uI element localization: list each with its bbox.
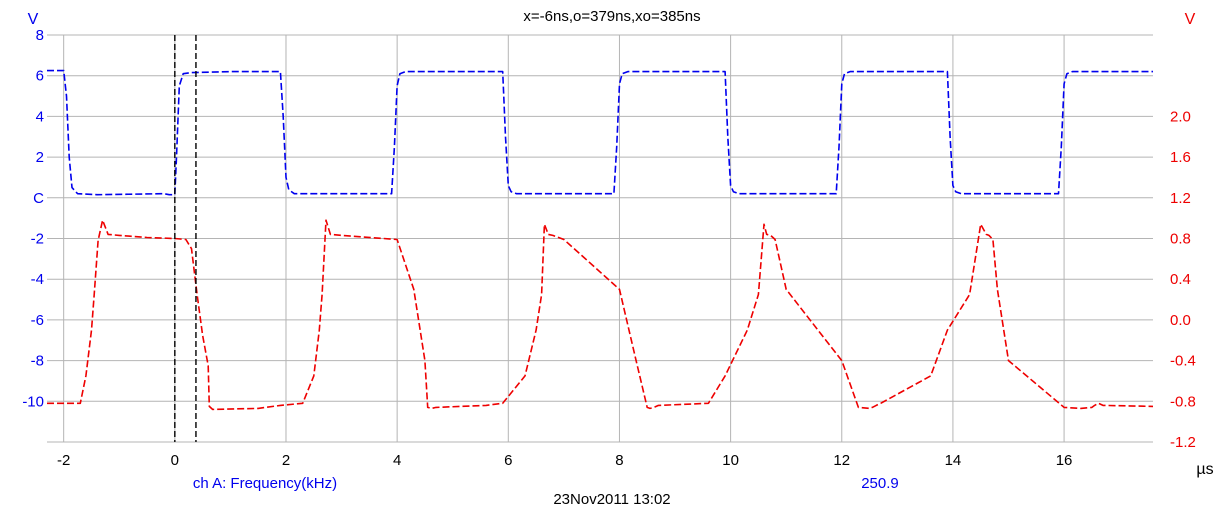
x-tick-label: -2 (57, 452, 70, 469)
x-tick-label: 10 (722, 452, 739, 469)
right-tick-label: 0.4 (1170, 271, 1191, 288)
left-axis-unit: V (28, 11, 39, 28)
left-tick-label: 4 (36, 108, 44, 125)
left-tick-label: 6 (36, 68, 44, 85)
right-tick-label: 0.0 (1170, 312, 1191, 329)
grid (47, 34, 1153, 443)
x-tick-label: 16 (1056, 452, 1073, 469)
right-tick-label: -0.8 (1170, 393, 1196, 410)
left-tick-label: -10 (22, 393, 44, 410)
timestamp: 23Nov2011 13:02 (553, 491, 670, 508)
x-axis-unit: µs (1196, 461, 1213, 478)
right-tick-label: -1.2 (1170, 434, 1196, 451)
right-tick-label: -0.4 (1170, 353, 1196, 370)
left-tick-label: -4 (31, 271, 44, 288)
cursor-layer (174, 35, 197, 442)
right-axis-unit: V (1185, 11, 1196, 28)
right-tick-label: 2.0 (1170, 108, 1191, 125)
x-tick-label: 12 (833, 452, 850, 469)
left-tick-label: C (33, 190, 44, 207)
right-tick-label: 0.8 (1170, 231, 1191, 248)
x-tick-label: 8 (615, 452, 623, 469)
x-tick-label: 14 (945, 452, 962, 469)
x-tick-label: 4 (393, 452, 401, 469)
left-tick-label: -8 (31, 353, 44, 370)
cursor-readout: x=-6ns,o=379ns,xo=385ns (523, 8, 700, 25)
x-tick-label: 6 (504, 452, 512, 469)
left-tick-label: 8 (36, 27, 44, 44)
x-tick-label: 2 (282, 452, 290, 469)
tick-labels: -2 0 2 4 6 8 10 12 14 16 8 6 4 2 C -2 -4 -6 -8 -10 2.0 1.6 1.2… (22, 27, 1196, 469)
x-tick-label: 0 (171, 452, 179, 469)
channel-label: ch A: Frequency(kHz) (193, 475, 337, 492)
left-tick-label: -2 (31, 231, 44, 248)
left-tick-label: -6 (31, 312, 44, 329)
right-tick-label: 1.2 (1170, 190, 1191, 207)
left-tick-label: 2 (36, 149, 44, 166)
channel-value: 250.9 (861, 475, 899, 492)
right-tick-label: 1.6 (1170, 149, 1191, 166)
